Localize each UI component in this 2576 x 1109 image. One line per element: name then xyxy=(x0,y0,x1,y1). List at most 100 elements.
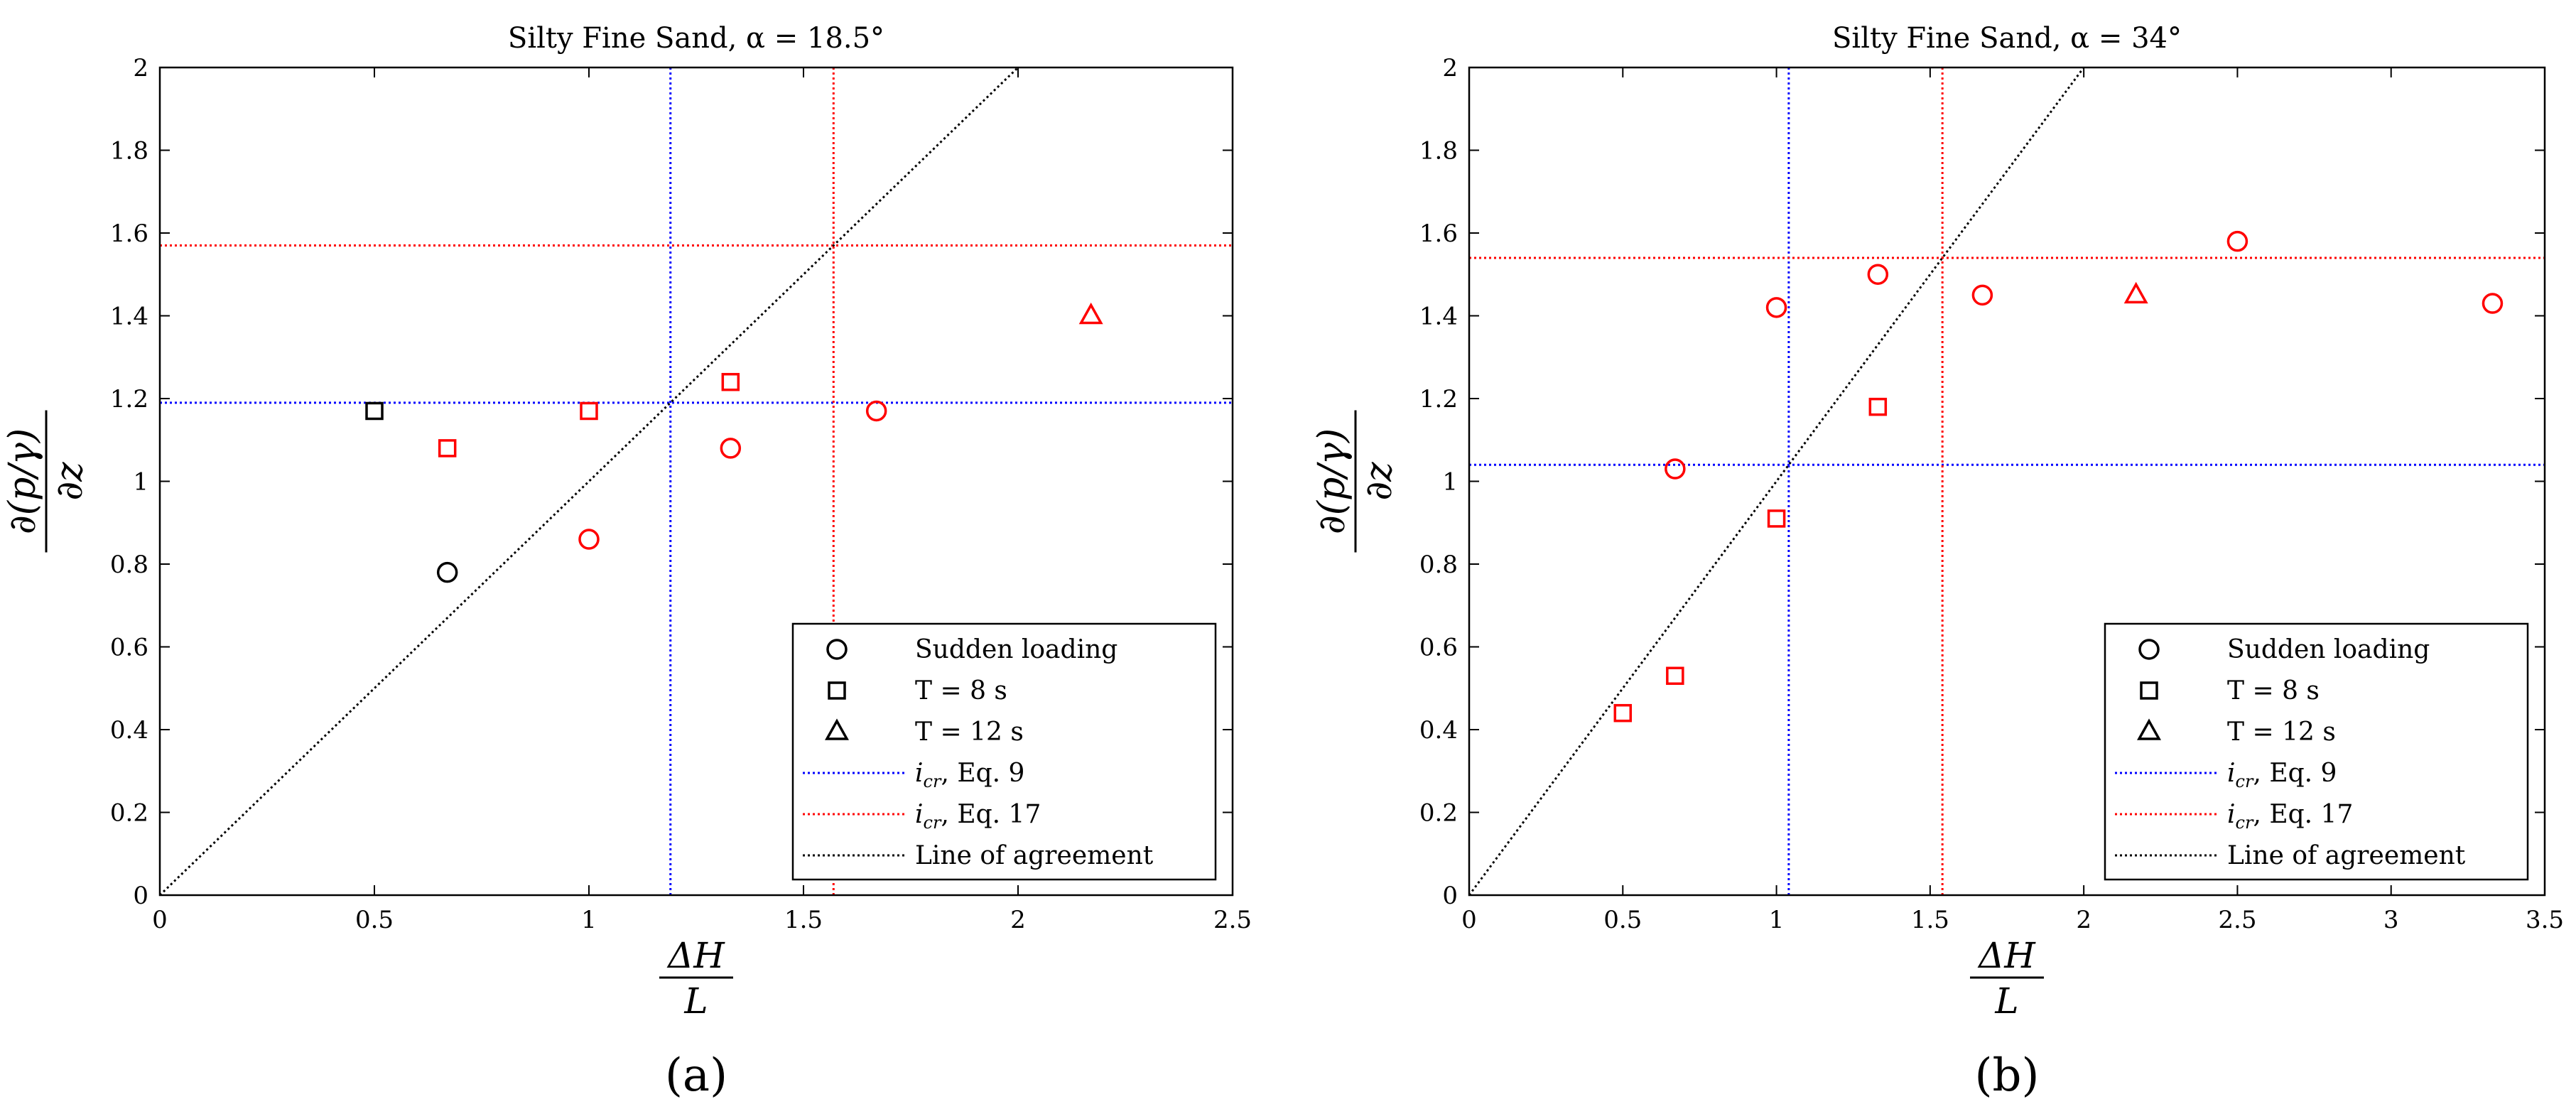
data-point-circle xyxy=(1665,458,1686,480)
legend-box xyxy=(791,622,1217,881)
y-tick-label: 0.8 xyxy=(110,551,148,579)
x-tick-label: 3.5 xyxy=(2526,906,2564,934)
legend-label-rest: , Eq. 9 xyxy=(941,759,1024,788)
legend-label-main: i xyxy=(2227,800,2236,829)
y-axis-label: ∂(p/γ) ∂z xyxy=(1,410,91,553)
legend-square-icon xyxy=(828,681,846,700)
data-point-circle xyxy=(720,438,742,459)
chart-title: Silty Fine Sand, α = 18.5° xyxy=(508,22,884,55)
legend-circle-icon xyxy=(826,639,848,660)
legend-label-main: i xyxy=(915,800,924,829)
y-tick-label: 2 xyxy=(133,54,148,82)
legend-label-main: i xyxy=(915,759,924,788)
y-tick-label: 1.4 xyxy=(110,303,148,331)
x-tick-label: 1.5 xyxy=(784,906,823,934)
x-tick-label: 1 xyxy=(581,906,597,934)
y-tick-label: 1.6 xyxy=(110,220,148,248)
data-point-square xyxy=(721,372,740,391)
data-point-circle xyxy=(2482,293,2504,314)
data-point-triangle xyxy=(1078,302,1103,325)
legend-label-rest: , Eq. 17 xyxy=(2253,800,2353,829)
panel-label: (a) xyxy=(665,1049,727,1102)
y-axis-label: ∂(p/γ) ∂z xyxy=(1311,410,1400,553)
x-axis-label-numerator: ΔH xyxy=(666,935,725,976)
x-tick-label: 2 xyxy=(1010,906,1026,934)
data-point-square xyxy=(580,401,598,421)
legend-label: T = 12 s xyxy=(2227,718,2336,747)
y-tick-label: 1.2 xyxy=(110,385,148,413)
y-tick-label: 0.6 xyxy=(1419,634,1458,662)
data-point-circle xyxy=(436,561,458,583)
legend-triangle-icon xyxy=(2137,718,2161,740)
data-point-triangle xyxy=(2123,281,2148,304)
data-point-circle xyxy=(1867,264,1889,285)
x-tick-label: 2 xyxy=(2076,906,2091,934)
y-tick-label: 2 xyxy=(1442,54,1458,82)
legend-label-rest: , Eq. 17 xyxy=(941,800,1041,829)
legend-box xyxy=(2104,622,2529,881)
data-point-circle xyxy=(578,529,600,550)
legend-label: icr, Eq. 17 xyxy=(2227,800,2353,833)
x-tick-label: 1.5 xyxy=(1911,906,1949,934)
data-point-circle xyxy=(1765,297,1787,318)
x-tick-label: 0 xyxy=(152,906,168,934)
y-axis-label-denominator: ∂z xyxy=(48,462,91,501)
x-axis-label-denominator: L xyxy=(683,980,708,1022)
x-tick-label: 0.5 xyxy=(355,906,394,934)
y-axis-label-denominator: ∂z xyxy=(1358,462,1400,501)
x-axis-label-numerator: ΔH xyxy=(1977,935,2036,976)
x-tick-label: 0.5 xyxy=(1603,906,1642,934)
legend-label-subscript: cr xyxy=(2236,772,2254,791)
y-axis-label-numerator: ∂(p/γ) xyxy=(1311,428,1353,534)
y-tick-label: 1 xyxy=(1442,468,1458,497)
y-tick-label: 0 xyxy=(133,882,148,910)
legend-label: icr, Eq. 17 xyxy=(915,800,1041,833)
y-tick-label: 0.6 xyxy=(110,634,148,662)
x-tick-label: 2.5 xyxy=(2218,906,2256,934)
chart-panel-0: Silty Fine Sand, α = 18.5° 0 0.5 1 1.5 2 2.5 0 0… xyxy=(1,22,1252,1102)
y-tick-label: 1.8 xyxy=(1419,137,1458,166)
x-tick-label: 0 xyxy=(1461,906,1477,934)
panel-label: (b) xyxy=(1975,1049,2040,1102)
y-tick-label: 0 xyxy=(1442,882,1458,910)
y-tick-label: 1 xyxy=(133,468,148,497)
legend-triangle-icon xyxy=(825,718,849,740)
y-tick-label: 0.8 xyxy=(1419,551,1458,579)
line-of-agreement xyxy=(1469,67,2085,895)
legend-label: Line of agreement xyxy=(915,841,1154,870)
legend-square-icon xyxy=(2140,681,2158,700)
legend-label-rest: , Eq. 9 xyxy=(2253,759,2337,788)
y-tick-label: 1.8 xyxy=(110,137,148,166)
chart-panel-1: Silty Fine Sand, α = 34° 0 0.5 1 1.5 2 2.5 3 3.5… xyxy=(1311,22,2564,1102)
data-point-square xyxy=(365,401,384,421)
y-axis-label-numerator: ∂(p/γ) xyxy=(1,428,44,534)
y-tick-label: 1.4 xyxy=(1419,303,1458,331)
y-tick-label: 0.4 xyxy=(1419,716,1458,745)
y-tick-label: 0.2 xyxy=(1419,799,1458,828)
data-point-circle xyxy=(1971,284,1993,306)
legend-label: T = 8 s xyxy=(2227,676,2320,705)
legend-label: Sudden loading xyxy=(915,635,1117,664)
reference-lines xyxy=(1469,67,2545,895)
legend-label: Sudden loading xyxy=(2227,635,2430,664)
legend-label: T = 12 s xyxy=(915,718,1024,747)
legend-label: icr, Eq. 9 xyxy=(2227,759,2337,791)
legend-label-main: i xyxy=(2227,759,2236,788)
legend-label: Line of agreement xyxy=(2227,841,2466,870)
y-tick-label: 0.4 xyxy=(110,716,148,745)
chart-title: Silty Fine Sand, α = 34° xyxy=(1832,22,2182,55)
legend-label: T = 8 s xyxy=(915,676,1007,705)
data-point-circle xyxy=(865,400,887,422)
x-tick-label: 3 xyxy=(2383,906,2399,934)
x-tick-label: 2.5 xyxy=(1213,906,1252,934)
legend-label-subscript: cr xyxy=(924,772,942,791)
data-point-circle xyxy=(2226,230,2248,252)
legend-circle-icon xyxy=(2138,639,2160,660)
legend-label-subscript: cr xyxy=(2236,813,2254,833)
legend-label: icr, Eq. 9 xyxy=(915,759,1024,791)
x-axis-label-denominator: L xyxy=(1994,980,2018,1022)
y-tick-label: 1.6 xyxy=(1419,220,1458,248)
